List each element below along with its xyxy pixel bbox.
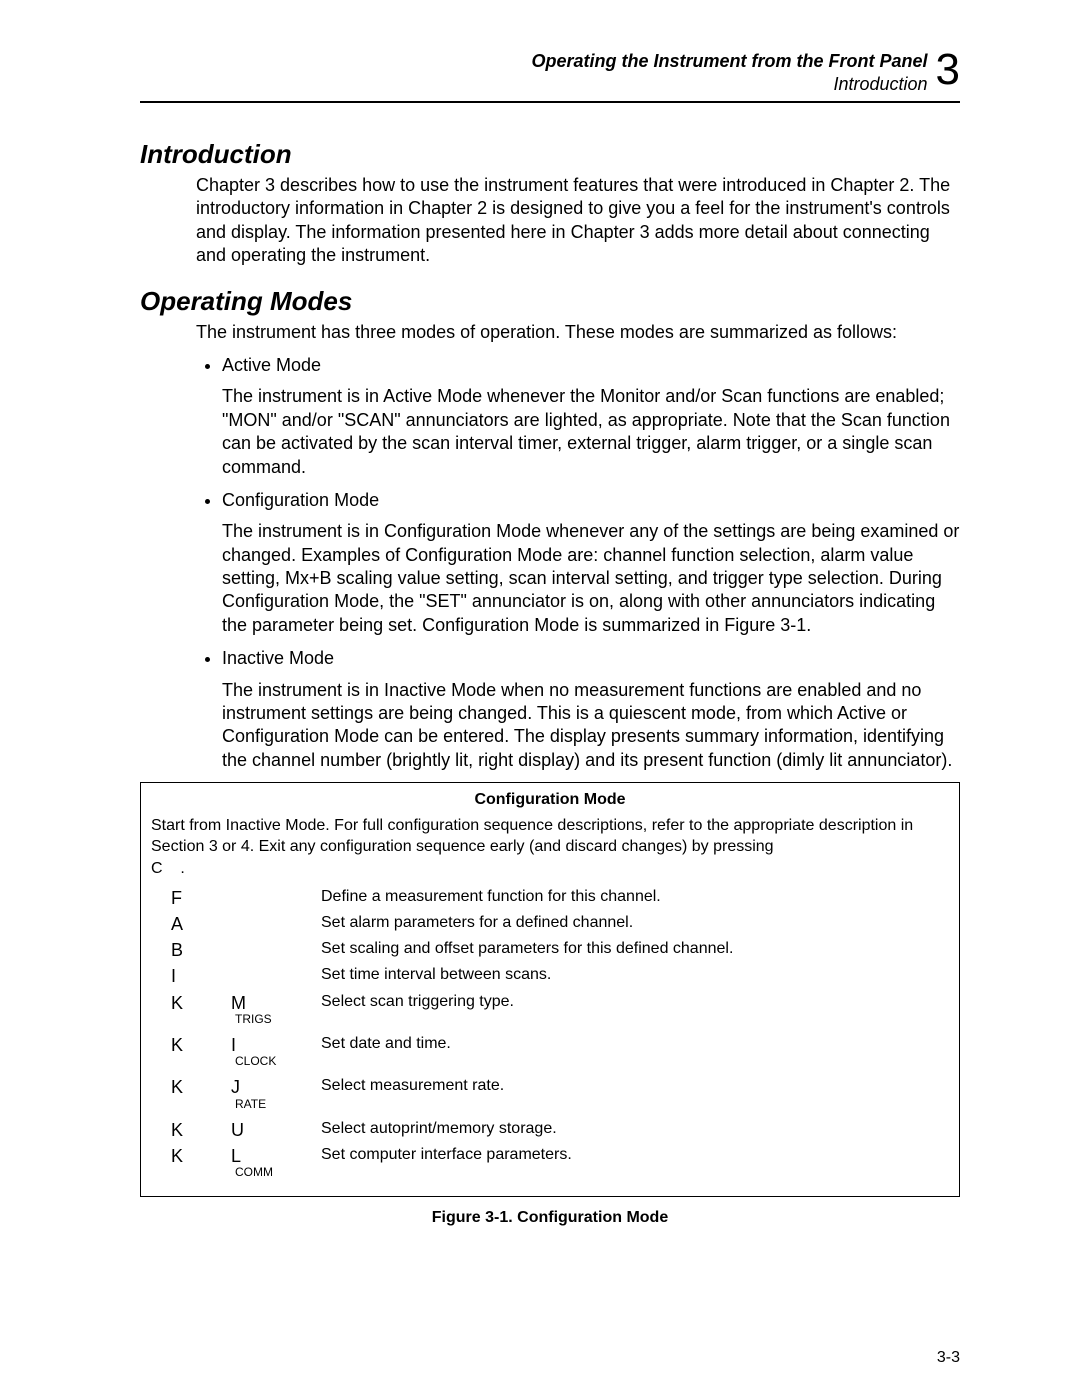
config-desc: Set date and time.	[321, 1033, 949, 1055]
config-row: A Set alarm parameters for a defined cha…	[151, 912, 949, 936]
config-row: K I CLOCK Set date and time.	[151, 1033, 949, 1073]
figure-inner-title: Configuration Mode	[151, 789, 949, 811]
mode-desc-active: The instrument is in Active Mode wheneve…	[222, 385, 960, 479]
config-key2-block: I CLOCK	[231, 1033, 321, 1073]
config-desc: Set time interval between scans.	[321, 964, 949, 986]
config-row: K M TRIGS Select scan triggering type.	[151, 991, 949, 1031]
config-row: K J RATE Select measurement rate.	[151, 1075, 949, 1115]
config-key2-block: J RATE	[231, 1075, 321, 1115]
figure-intro-suffix: .	[180, 860, 184, 877]
config-row: F Define a measurement function for this…	[151, 886, 949, 910]
config-row: K U Select autoprint/memory storage.	[151, 1118, 949, 1142]
header-text-block: Operating the Instrument from the Front …	[531, 50, 927, 95]
config-desc: Select scan triggering type.	[321, 991, 949, 1013]
config-desc: Select measurement rate.	[321, 1075, 949, 1097]
config-row: I Set time interval between scans.	[151, 964, 949, 988]
mode-item-configuration: Configuration Mode The instrument is in …	[222, 489, 960, 637]
header-line-1: Operating the Instrument from the Front …	[531, 50, 927, 73]
config-key1: K	[151, 1033, 231, 1057]
config-desc: Set computer interface parameters.	[321, 1144, 949, 1166]
config-desc: Define a measurement function for this c…	[321, 886, 949, 908]
modes-body-block: The instrument has three modes of operat…	[196, 321, 960, 773]
mode-name-inactive: Inactive Mode	[222, 648, 334, 668]
config-rows: F Define a measurement function for this…	[151, 886, 949, 1185]
config-key1: K	[151, 991, 231, 1015]
figure-intro-key: C	[151, 860, 163, 877]
page-number: 3-3	[937, 1349, 960, 1367]
modes-lead: The instrument has three modes of operat…	[196, 321, 960, 344]
page-header: Operating the Instrument from the Front …	[140, 50, 960, 103]
mode-name-active: Active Mode	[222, 355, 321, 375]
header-line-2: Introduction	[531, 73, 927, 96]
section-title-introduction: Introduction	[140, 139, 960, 170]
page: Operating the Instrument from the Front …	[0, 0, 1080, 1397]
chapter-number: 3	[936, 48, 960, 92]
config-key1: K	[151, 1118, 231, 1142]
config-sublabel: COMM	[231, 1166, 321, 1178]
config-key2: U	[231, 1118, 321, 1142]
config-key1: K	[151, 1144, 231, 1168]
section-title-operating-modes: Operating Modes	[140, 286, 960, 317]
config-key1: B	[151, 938, 231, 962]
config-desc: Select autoprint/memory storage.	[321, 1118, 949, 1140]
config-key2-block: M TRIGS	[231, 991, 321, 1031]
config-desc: Set scaling and offset parameters for th…	[321, 938, 949, 960]
mode-name-configuration: Configuration Mode	[222, 490, 379, 510]
config-key1: A	[151, 912, 231, 936]
figure-intro: Start from Inactive Mode. For full confi…	[151, 815, 949, 880]
figure-intro-text: Start from Inactive Mode. For full confi…	[151, 817, 913, 856]
intro-body-block: Chapter 3 describes how to use the instr…	[196, 174, 960, 268]
config-key1: F	[151, 886, 231, 910]
config-key2: J	[231, 1075, 321, 1099]
mode-item-inactive: Inactive Mode The instrument is in Inact…	[222, 647, 960, 772]
mode-desc-inactive: The instrument is in Inactive Mode when …	[222, 679, 960, 773]
modes-list: Active Mode The instrument is in Active …	[196, 354, 960, 772]
config-row: B Set scaling and offset parameters for …	[151, 938, 949, 962]
config-sublabel: TRIGS	[231, 1013, 321, 1025]
intro-paragraph: Chapter 3 describes how to use the instr…	[196, 174, 960, 268]
config-sublabel: RATE	[231, 1098, 321, 1110]
config-key1: I	[151, 964, 231, 988]
config-desc: Set alarm parameters for a defined chann…	[321, 912, 949, 934]
mode-desc-configuration: The instrument is in Configuration Mode …	[222, 520, 960, 637]
config-sublabel: CLOCK	[231, 1055, 321, 1067]
config-key1: K	[151, 1075, 231, 1099]
config-key2-block: L COMM	[231, 1144, 321, 1184]
figure-box-configuration-mode: Configuration Mode Start from Inactive M…	[140, 782, 960, 1197]
config-row: K L COMM Set computer interface paramete…	[151, 1144, 949, 1184]
figure-caption: Figure 3-1. Configuration Mode	[140, 1209, 960, 1227]
mode-item-active: Active Mode The instrument is in Active …	[222, 354, 960, 479]
